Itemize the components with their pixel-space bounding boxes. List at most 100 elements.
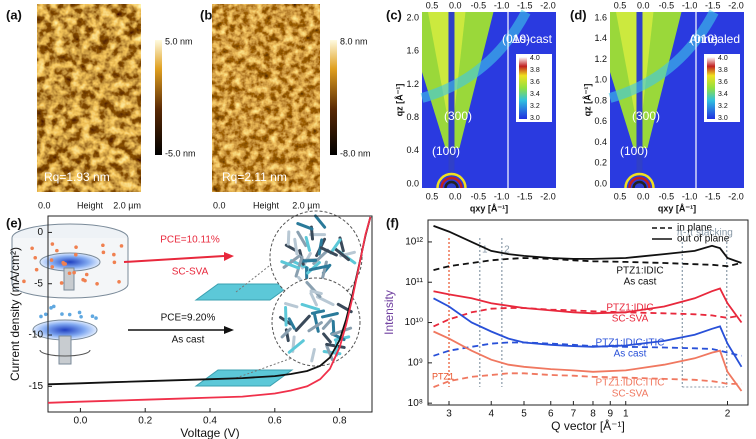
y-tick-label: 0.8 bbox=[594, 95, 607, 105]
x-tick-label: -1.0 bbox=[494, 191, 510, 201]
rod bbox=[313, 214, 327, 229]
afm-image bbox=[37, 4, 141, 192]
x-tick-label: -0.5 bbox=[659, 191, 675, 201]
colorbar-tick: 3.8 bbox=[530, 67, 540, 74]
state-label: Annealed bbox=[689, 32, 740, 46]
annotation: PTZ1 bbox=[432, 371, 454, 381]
y-tick-label: 1.0 bbox=[594, 75, 607, 85]
y-tick-label: 0 bbox=[37, 227, 43, 238]
x-tick-label: 0.5 bbox=[426, 191, 439, 201]
dot bbox=[50, 265, 55, 269]
rod bbox=[322, 332, 332, 344]
colorbar-tick: 4.0 bbox=[530, 55, 540, 62]
dot bbox=[112, 260, 117, 265]
axis-end: 2.0 µm bbox=[292, 200, 320, 210]
sample-label: PTZ1:IDIC bbox=[616, 266, 663, 277]
arrow-head bbox=[224, 326, 234, 334]
peak-label: (010) bbox=[690, 32, 718, 46]
rod bbox=[284, 302, 299, 309]
axis-title: Height bbox=[253, 200, 280, 210]
peak-label: (010) bbox=[502, 32, 530, 46]
colorbar-max: 5.0 nm bbox=[165, 36, 193, 46]
annotation: π-π stacking bbox=[676, 228, 733, 239]
x-tick-label: 0.0 bbox=[449, 0, 462, 10]
afm-image bbox=[212, 4, 320, 192]
rod bbox=[305, 280, 322, 299]
x-tick-label: -0.5 bbox=[659, 0, 675, 10]
dot bbox=[83, 278, 87, 283]
peak-label: (300) bbox=[444, 109, 472, 123]
x-tick-label: -1.0 bbox=[682, 0, 698, 10]
rod bbox=[309, 291, 318, 307]
sample-label: SC-SVA bbox=[612, 389, 649, 400]
colorbar-tick: 3.6 bbox=[718, 79, 728, 86]
sample-label: As cast bbox=[624, 277, 657, 288]
rod bbox=[287, 339, 305, 354]
curve bbox=[433, 307, 742, 328]
rod bbox=[320, 260, 328, 281]
y-tick-label: 0.0 bbox=[594, 178, 607, 188]
dot bbox=[77, 310, 82, 315]
colorbar-tick: 4.0 bbox=[718, 55, 728, 62]
y-tick-label: 10⁸ bbox=[408, 398, 423, 409]
peak-label: (100) bbox=[432, 144, 460, 158]
x-tick-label: 3 bbox=[446, 409, 452, 420]
spindle bbox=[63, 267, 75, 291]
colorbar-tick: 3.2 bbox=[530, 103, 540, 110]
y-tick-label: 1.4 bbox=[594, 33, 607, 43]
rod bbox=[333, 246, 350, 262]
x-tick-label: -0.5 bbox=[471, 0, 487, 10]
annotation: 2 bbox=[504, 245, 510, 256]
annotation: PCE=9.20% bbox=[161, 313, 216, 324]
dot bbox=[34, 267, 39, 272]
y-tick-label: 1.6 bbox=[594, 12, 607, 22]
plot-frame bbox=[427, 219, 749, 406]
dot bbox=[30, 246, 34, 251]
ring bbox=[632, 180, 647, 189]
colorbar-tick: 3.4 bbox=[530, 91, 540, 98]
x-tick-label: -2.0 bbox=[728, 191, 744, 201]
ring bbox=[436, 172, 467, 189]
x-tick-label: 6 bbox=[548, 409, 554, 420]
y-tick-label: 1.6 bbox=[406, 46, 419, 56]
x-axis-title: Q vector [Å⁻¹] bbox=[551, 418, 625, 433]
sample-label: SC-SVA bbox=[612, 314, 649, 325]
x-tick-label: 0.0 bbox=[73, 416, 87, 427]
dot bbox=[84, 272, 89, 277]
schematics bbox=[11, 210, 363, 387]
dot bbox=[49, 306, 53, 310]
x-tick-label: -1.5 bbox=[705, 0, 721, 10]
ring bbox=[444, 180, 459, 189]
roughness: Rq=1.93 nm bbox=[44, 170, 110, 184]
rod bbox=[293, 237, 299, 256]
rod bbox=[321, 318, 333, 330]
film bbox=[194, 283, 294, 301]
dot bbox=[22, 279, 26, 284]
colorbar bbox=[707, 57, 715, 119]
ring bbox=[628, 176, 651, 189]
sample-label: As cast bbox=[614, 349, 647, 360]
x-tick-label: -2.0 bbox=[540, 0, 556, 10]
rod bbox=[310, 309, 326, 315]
colorbar-max: 8.0 nm bbox=[340, 36, 368, 46]
curve bbox=[433, 372, 742, 388]
rod bbox=[286, 230, 291, 246]
rod bbox=[296, 222, 314, 231]
panel-label: (e) bbox=[6, 215, 22, 230]
spindle bbox=[58, 335, 72, 365]
y-axis-title: qz [Å⁻¹] bbox=[582, 84, 592, 117]
x-tick-label: -1.5 bbox=[705, 191, 721, 201]
dot bbox=[33, 255, 38, 260]
axis-start: 0.0 bbox=[213, 200, 226, 210]
y-tick-label: 10¹¹ bbox=[405, 277, 423, 288]
x-tick-label: -0.5 bbox=[471, 191, 487, 201]
x-tick-label: -1.0 bbox=[494, 0, 510, 10]
axis-start: 0.0 bbox=[38, 200, 51, 210]
y-tick-label: 0.0 bbox=[406, 178, 419, 188]
arrow-head bbox=[224, 252, 234, 261]
sample-label: PTZ1:IDIC:ITIC bbox=[596, 338, 665, 349]
rod bbox=[294, 314, 311, 332]
rod bbox=[331, 320, 336, 334]
rod bbox=[296, 230, 308, 248]
colorbar-tick: 3.0 bbox=[530, 115, 540, 122]
